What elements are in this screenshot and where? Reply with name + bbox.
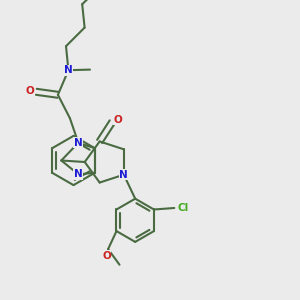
Text: N: N [64,65,73,75]
Text: O: O [26,86,35,96]
Text: O: O [102,251,111,261]
Text: N: N [119,170,128,180]
Text: Cl: Cl [177,203,188,213]
Text: O: O [113,115,122,125]
Text: N: N [74,138,83,148]
Text: N: N [74,169,83,179]
